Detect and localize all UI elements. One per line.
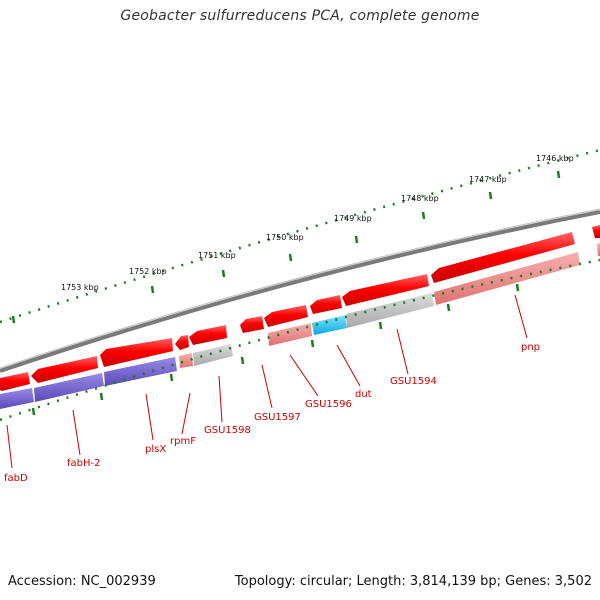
kbp-label: 1749 kbp	[334, 214, 372, 223]
accession-text: Accession: NC_002939	[8, 574, 156, 589]
inner-major-ticks	[31, 283, 520, 416]
kbp-label: 1747 kbp	[469, 175, 507, 184]
gene-label-dut: dut	[355, 389, 372, 400]
gene-arrow	[31, 356, 98, 383]
genome-summary: Topology: circular; Length: 3,814,139 bp…	[234, 574, 592, 589]
gene-label-GSU1594: GSU1594	[390, 376, 437, 387]
protein-bar-pink	[268, 323, 312, 346]
gene-label-rpmF: rpmF	[170, 436, 196, 447]
gene-label-fabD: fabD	[4, 473, 28, 484]
protein-bar-pink	[434, 252, 580, 305]
gene-label-GSU1598: GSU1598	[204, 425, 251, 436]
gene-arrow	[342, 274, 429, 306]
kbp-label: 1751 kbp	[198, 251, 236, 260]
kbp-label: 1753 kbp	[61, 283, 99, 292]
gene-label-pnp: pnp	[521, 342, 540, 353]
gene-arrow	[0, 372, 30, 391]
gene-label-GSU1596: GSU1596	[305, 399, 352, 410]
gene-arrow	[310, 295, 342, 314]
gene-arrow	[592, 225, 600, 238]
kbp-label: 1750 kbp	[266, 233, 304, 242]
gene-arrow	[264, 305, 308, 327]
protein-bar-pink	[597, 243, 600, 256]
gene-label-GSU1597: GSU1597	[254, 412, 301, 423]
genome-backbone	[0, 210, 600, 373]
protein-bar-pink	[179, 353, 193, 368]
protein-bar-gray	[193, 344, 233, 366]
kbp-label: 1746 kbp	[536, 154, 574, 163]
gene-arrow	[175, 335, 189, 350]
scale-labels: 1753 kbp 1752 kbp 1751 kbp 1750 kbp 1749…	[61, 154, 574, 292]
gene-arrow	[100, 338, 173, 367]
protein-bar-cyan	[312, 315, 347, 335]
protein-bar-gray	[346, 293, 434, 328]
gene-arrow	[431, 232, 575, 283]
gene-label-fabH-2: fabH-2	[67, 458, 101, 469]
kbp-label: 1752 kbp	[129, 267, 167, 276]
protein-bar-purple	[34, 373, 104, 402]
outer-major-ticks	[11, 170, 561, 324]
protein-bar-purple	[104, 357, 177, 386]
leader-lines	[6, 294, 528, 469]
protein-bar-purple	[0, 388, 34, 409]
protein-track	[0, 243, 600, 409]
gene-arrow	[240, 316, 264, 333]
kbp-label: 1748 kbp	[401, 194, 439, 203]
gene-label-plsX: plsX	[145, 444, 166, 455]
cds-track	[0, 225, 600, 391]
page-title: Geobacter sulfurreducens PCA, complete g…	[120, 8, 480, 24]
gene-arrow	[189, 325, 227, 345]
gene-labels: fabD fabH-2 plsX rpmF GSU1598 GSU1597 GS…	[4, 342, 540, 484]
